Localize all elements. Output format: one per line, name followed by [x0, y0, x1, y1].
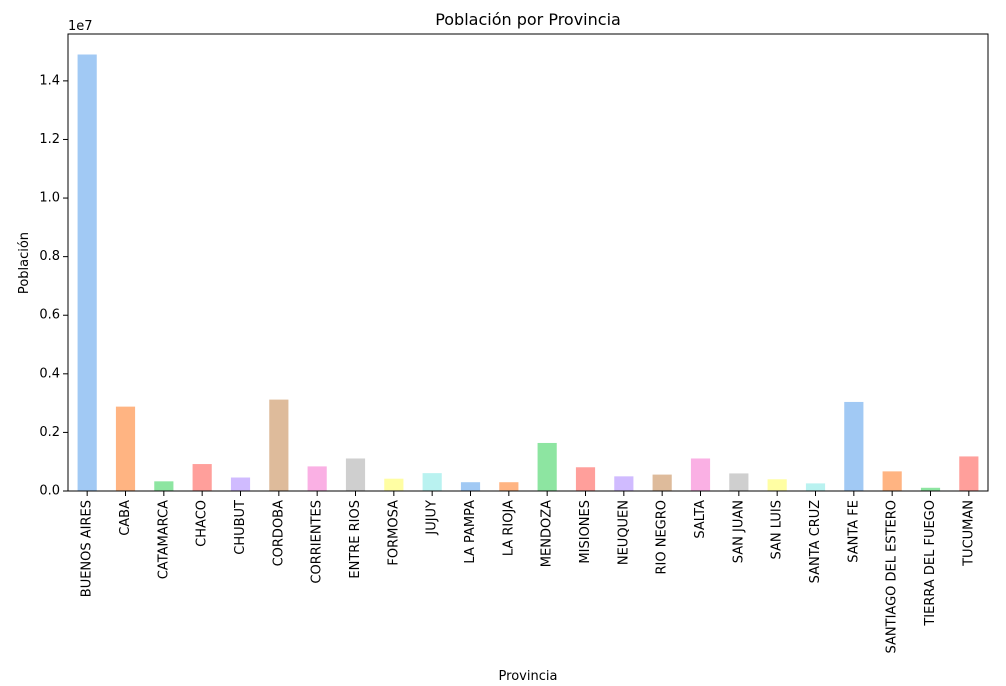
x-tick-label: MENDOZA: [540, 500, 555, 567]
x-tick-label: CORRIENTES: [310, 500, 325, 584]
x-tick-label: FORMOSA: [386, 500, 401, 566]
x-tick-label: BUENOS AIRES: [80, 500, 95, 597]
bar-misiones: [575, 467, 596, 491]
bar-tierra-del-fuego: [920, 487, 941, 491]
y-tick-label: 0.8: [39, 249, 60, 264]
bar-la-pampa: [460, 482, 481, 491]
bar-corrientes: [307, 466, 327, 491]
bar-cordoba: [269, 399, 289, 491]
x-tick-label: LA PAMPA: [463, 500, 478, 564]
x-tick-label: TIERRA DEL FUEGO: [923, 500, 938, 627]
x-tick-label: TUCUMAN: [961, 500, 976, 567]
bar-rio-negro: [652, 474, 672, 491]
bar-neuquen: [614, 476, 634, 491]
bar-caba: [115, 406, 136, 491]
x-tick-label: CORDOBA: [271, 500, 286, 567]
x-tick-label: CHUBUT: [233, 500, 248, 555]
y-tick-label: 0.2: [39, 425, 60, 440]
bar-catamarca: [154, 481, 174, 491]
bar-santa-fe: [844, 401, 864, 491]
bar-jujuy: [422, 473, 442, 491]
x-tick-label: CATAMARCA: [156, 500, 171, 579]
x-tick-label: RIO NEGRO: [655, 500, 670, 575]
x-tick-label: ENTRE RIOS: [348, 500, 363, 579]
y-tick-label: 0.0: [39, 484, 60, 499]
bar-santiago-del-estero: [882, 471, 902, 491]
x-tick-label: SAN JUAN: [731, 500, 746, 563]
x-tick-label: SANTIAGO DEL ESTERO: [885, 500, 900, 653]
x-tick-label: JUJUY: [425, 500, 440, 536]
bar-san-juan: [729, 473, 749, 491]
chart-title: Población por Provincia: [435, 10, 621, 29]
x-tick-label: SANTA CRUZ: [808, 500, 823, 583]
y-offset-label: 1e7: [68, 19, 93, 34]
y-tick-label: 1.4: [39, 73, 60, 88]
x-tick-label: SALTA: [693, 500, 708, 539]
x-tick-label: LA RIOJA: [501, 500, 516, 556]
bar-buenos-aires: [77, 54, 97, 491]
x-tick-label: CABA: [118, 500, 133, 536]
x-tick-label: NEUQUEN: [616, 500, 631, 565]
bar-chubut: [230, 477, 251, 491]
bar-san-luis: [767, 479, 787, 491]
bar-la-rioja: [499, 482, 519, 491]
bar-salta: [690, 458, 711, 491]
y-tick-label: 0.4: [39, 366, 60, 381]
x-tick-label: SAN LUIS: [770, 500, 785, 559]
plot-frame: [67, 33, 989, 492]
x-axis-label: Provincia: [499, 669, 558, 682]
y-axis-label: Población: [17, 232, 32, 294]
x-tick-label: CHACO: [195, 500, 210, 547]
bar-formosa: [384, 478, 404, 491]
y-tick-label: 0.6: [39, 308, 60, 323]
y-tick-label: 1.2: [39, 132, 60, 147]
x-tick-label: MISIONES: [578, 500, 593, 564]
bar-tucuman: [959, 456, 979, 491]
bar-entre-rios: [345, 458, 366, 491]
x-axis: BUENOS AIRES CABA CATAMARCA CHACO CHUBUT CORD…: [80, 491, 976, 653]
bar-santa-cruz: [805, 483, 826, 491]
bar-chaco: [192, 464, 212, 491]
y-tick-label: 1.0: [39, 191, 60, 206]
x-tick-label: SANTA FE: [846, 500, 861, 563]
bar-mendoza: [537, 442, 557, 491]
bars: [77, 54, 979, 491]
y-axis: 0.0 0.2 0.4 0.6 0.8 1.0 1.2 1.4: [39, 73, 68, 499]
